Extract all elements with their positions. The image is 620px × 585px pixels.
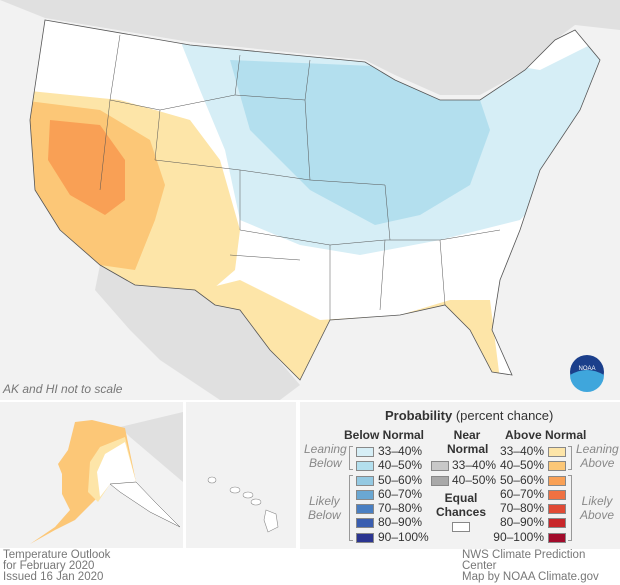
footer-right: NWS Climate Prediction Center Map by NOA… [462, 549, 620, 583]
likely-above-2: Above [580, 508, 615, 522]
state-borders [99, 34, 501, 320]
below-label-0: 33–40% [378, 444, 423, 458]
below-swatch-4 [356, 504, 374, 514]
below-swatch-2 [356, 476, 374, 486]
equal-chances-1: Equal [444, 491, 478, 505]
near-label-0: 33–40% [452, 458, 497, 472]
hawaii-map [207, 476, 279, 533]
above-swatch-2 [548, 476, 566, 486]
leaning-above-bracket [568, 446, 572, 470]
canada-land [0, 0, 620, 95]
below-swatch-1 [356, 461, 374, 471]
below-label-5: 80–90% [378, 515, 423, 529]
above-swatch-5 [548, 518, 566, 528]
below-label-3: 60–70% [378, 487, 423, 501]
above-swatch-6 [548, 533, 566, 543]
legend-title: Probability [385, 408, 453, 423]
leaning-below-bracket [349, 446, 353, 470]
leaning-below-1: Leaning [304, 442, 347, 456]
likely-below-1: Likely [309, 494, 340, 508]
equal-chances-2: Chances [436, 505, 487, 519]
legend-title-suffix: (percent chance) [455, 408, 554, 423]
above-label-6: 90–100% [493, 530, 544, 544]
likely-below-2: Below [308, 508, 341, 522]
near-swatch-1 [431, 476, 449, 486]
likely-above-bracket [568, 475, 572, 541]
hawaii-inset [186, 402, 296, 548]
equal-chances-swatch [452, 522, 470, 532]
issue-date: Issued 16 Jan 2020 [3, 571, 104, 583]
above-label-4: 70–80% [499, 501, 544, 515]
outlook-period: for February 2020 [3, 560, 95, 572]
below-swatch-6 [356, 533, 374, 543]
leaning-below-2: Below [309, 456, 342, 470]
near-swatch-0 [431, 461, 449, 471]
near-normal-heading-2: Normal [447, 442, 489, 456]
below-label-6: 90–100% [378, 530, 429, 544]
near-label-1: 40–50% [452, 473, 497, 487]
above-50-60-region [48, 120, 125, 215]
below-swatch-5 [356, 518, 374, 528]
above-label-1: 40–50% [499, 458, 544, 472]
near-normal-heading-1: Near [453, 428, 481, 442]
below-label-2: 50–60% [378, 473, 423, 487]
below-label-4: 70–80% [378, 501, 423, 515]
above-swatch-1 [548, 461, 566, 471]
above-label-5: 80–90% [499, 515, 544, 529]
above-label-3: 60–70% [499, 487, 544, 501]
alaska-inset [0, 402, 183, 548]
outlook-title: Temperature Outlook [3, 549, 111, 561]
alaska-map [0, 402, 183, 548]
leaning-above-1: Leaning [576, 442, 619, 456]
above-swatch-4 [548, 504, 566, 514]
credit-climate-gov: Map by NOAA Climate.gov [462, 571, 599, 583]
below-label-1: 40–50% [378, 458, 423, 472]
above-label-0: 33–40% [499, 444, 544, 458]
above-swatch-0 [548, 447, 566, 457]
likely-below-bracket [349, 475, 353, 541]
scale-note: AK and HI not to scale [3, 382, 123, 396]
above-normal-heading: Above Normal [505, 428, 587, 442]
credit-cpc: NWS Climate Prediction Center [462, 549, 586, 572]
svg-text:NOAA: NOAA [578, 366, 595, 372]
below-swatch-3 [356, 490, 374, 500]
likely-above-1: Likely [581, 494, 613, 508]
below-40-50-region [230, 60, 490, 225]
below-swatch-0 [356, 447, 374, 457]
noaa-logo: NOAA [570, 355, 604, 392]
leaning-above-2: Above [580, 456, 615, 470]
above-swatch-3 [548, 490, 566, 500]
contiguous-us-map: NOAA [0, 0, 620, 400]
footer-left: Temperature Outlook for February 2020 Is… [3, 549, 111, 583]
above-label-2: 50–60% [499, 473, 544, 487]
probability-legend: Probability (percent chance) Below Norma… [300, 402, 620, 549]
mexico-land [95, 265, 300, 400]
below-normal-heading: Below Normal [344, 428, 425, 442]
